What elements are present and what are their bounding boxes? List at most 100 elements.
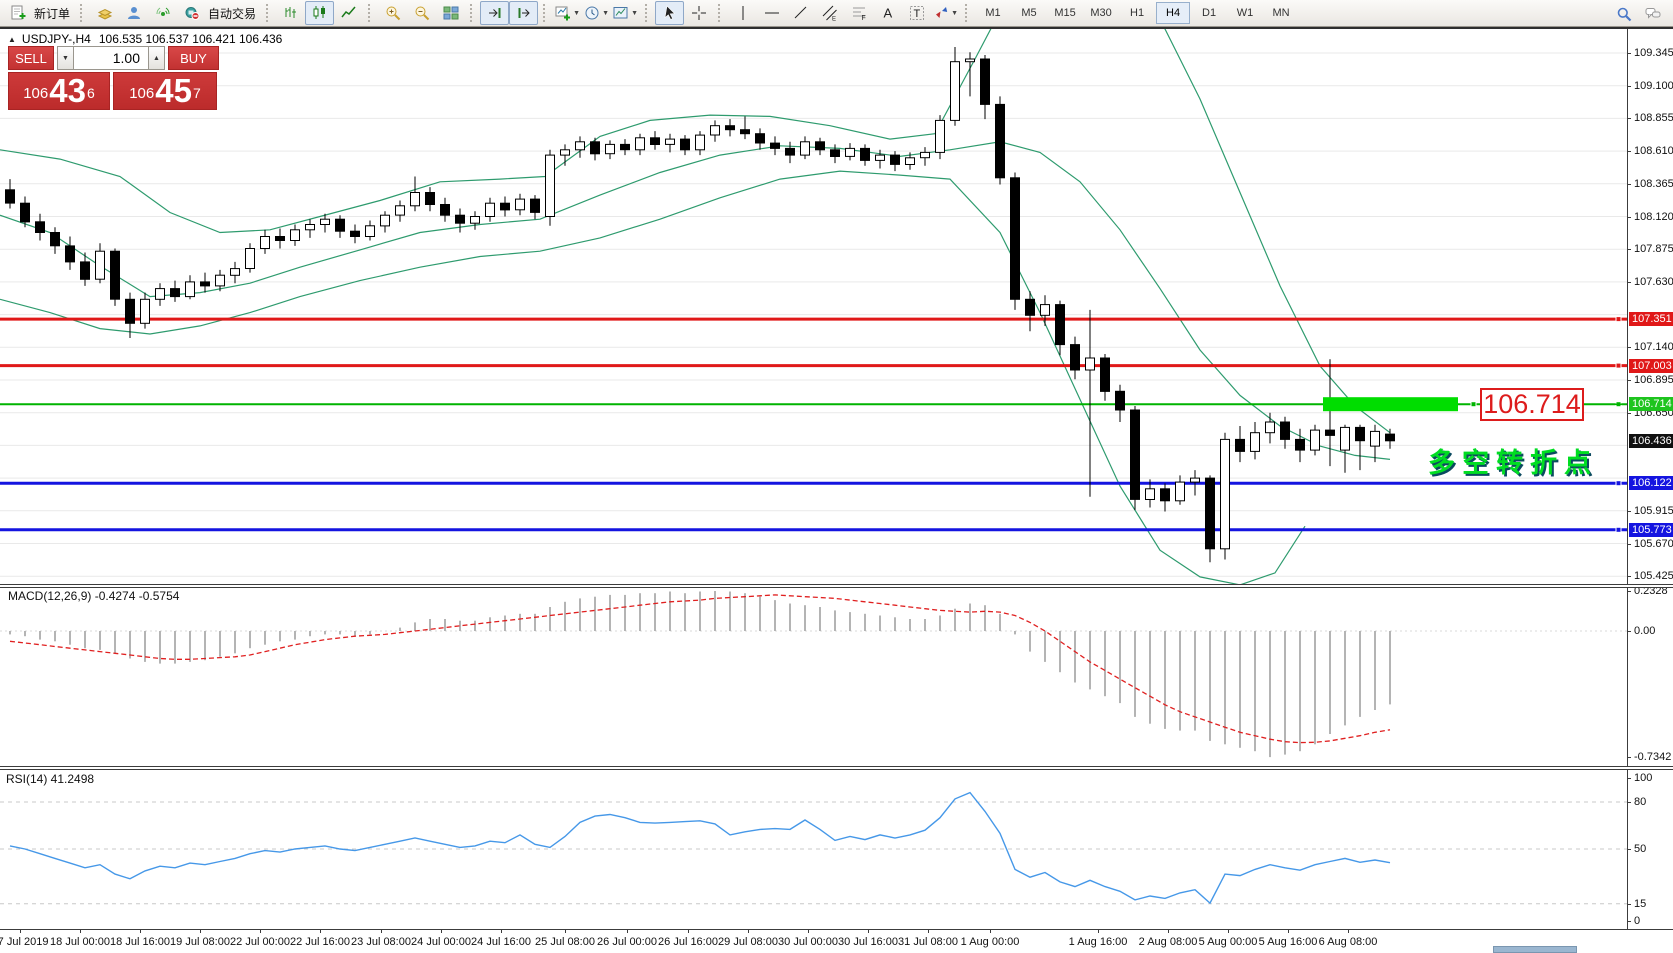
fibonacci-button[interactable]: F bbox=[844, 1, 873, 25]
toolbar-right-group bbox=[1609, 2, 1667, 26]
time-tick-mark bbox=[928, 930, 929, 933]
rsi-tick-label: 80 bbox=[1634, 795, 1647, 808]
zoom-in-button[interactable] bbox=[378, 1, 407, 25]
chat-button[interactable] bbox=[1638, 2, 1667, 26]
time-tick-mark bbox=[20, 930, 21, 933]
timeframe-d1[interactable]: D1 bbox=[1202, 7, 1217, 19]
price-tag: 106.714 bbox=[1629, 397, 1673, 411]
volume-increase-button[interactable]: ▲ bbox=[148, 46, 165, 70]
level-lines[interactable] bbox=[0, 316, 1627, 533]
volume-decrease-button[interactable]: ▼ bbox=[57, 46, 74, 70]
highlight-bar[interactable] bbox=[1323, 397, 1627, 412]
tick-mark bbox=[1628, 576, 1631, 578]
timeframe-m15[interactable]: M15 bbox=[1054, 7, 1076, 19]
rsi-tick-label: 0 bbox=[1634, 915, 1641, 927]
bar-chart-button[interactable] bbox=[276, 1, 305, 25]
auto-scroll-icon bbox=[488, 8, 501, 18]
auto-scroll-button[interactable] bbox=[480, 1, 510, 25]
time-axis-label: 17 Jul 2019 bbox=[0, 936, 49, 948]
timeframe-w1[interactable]: W1 bbox=[1236, 7, 1254, 19]
price-tick-label: 108.610 bbox=[1634, 145, 1673, 158]
turning-point-annotation[interactable]: 多空转折点 bbox=[1428, 448, 1598, 478]
text-button[interactable]: A bbox=[873, 1, 902, 25]
time-tick-mark bbox=[140, 930, 141, 933]
sell-price-button[interactable]: 106 43 6 bbox=[8, 72, 110, 110]
new-order-button-label[interactable]: 新订单 bbox=[34, 6, 71, 21]
buy-price-button[interactable]: 106 45 7 bbox=[113, 72, 217, 110]
sell-button[interactable]: SELL bbox=[8, 46, 54, 70]
price-tick-label: 107.630 bbox=[1634, 275, 1673, 288]
market-depth-button[interactable] bbox=[90, 1, 119, 25]
new-chart-button[interactable]: ▼ bbox=[553, 1, 582, 25]
macd-pane-separator[interactable] bbox=[0, 584, 1673, 588]
vertical-line-button[interactable] bbox=[728, 1, 757, 25]
sell-price-pip: 6 bbox=[86, 85, 95, 101]
time-axis-label: 24 Jul 16:00 bbox=[471, 936, 531, 948]
auto-trading-button-label[interactable]: 自动交易 bbox=[208, 6, 257, 21]
timeframe-m30[interactable]: M30 bbox=[1090, 7, 1112, 19]
toolbar-separator bbox=[368, 4, 373, 22]
rsi-pane-separator[interactable] bbox=[0, 766, 1673, 770]
channel-button[interactable]: E bbox=[815, 1, 844, 25]
tick-mark bbox=[1628, 412, 1631, 414]
shapes-button[interactable]: ▼ bbox=[931, 1, 960, 25]
timeframe-mn[interactable]: MN bbox=[1272, 7, 1290, 19]
toolbar-separator bbox=[718, 4, 723, 22]
tick-mark bbox=[1628, 216, 1631, 218]
timeframe-m1[interactable]: M1 bbox=[985, 7, 1001, 19]
community-button[interactable] bbox=[119, 1, 148, 25]
chart-shift-button[interactable] bbox=[509, 1, 539, 25]
timeframe-h1[interactable]: H1 bbox=[1130, 7, 1145, 19]
line-chart-button[interactable] bbox=[334, 1, 363, 25]
buy-price-prefix: 106 bbox=[129, 85, 155, 102]
time-tick-mark bbox=[868, 930, 869, 933]
time-axis-label: 2 Aug 08:00 bbox=[1138, 936, 1198, 948]
period-icon bbox=[585, 6, 599, 20]
svg-text:A: A bbox=[883, 6, 892, 21]
price-tick-label: 109.100 bbox=[1634, 79, 1673, 92]
text-label-button[interactable]: T bbox=[902, 1, 931, 25]
tick-mark bbox=[1628, 921, 1631, 922]
candlesticks bbox=[5, 47, 1395, 563]
trendline-button[interactable] bbox=[786, 1, 815, 25]
time-axis-label: 22 Jul 16:00 bbox=[290, 936, 350, 948]
volume-input[interactable] bbox=[74, 46, 148, 70]
cursor-button[interactable] bbox=[655, 1, 685, 25]
collapse-icon[interactable]: ▲ bbox=[8, 34, 16, 44]
buy-price-big: 45 bbox=[155, 72, 192, 109]
svg-text:F: F bbox=[861, 15, 865, 21]
price-tick-label: 106.895 bbox=[1634, 374, 1673, 386]
crosshair-button[interactable] bbox=[684, 1, 713, 25]
timeframe-m5[interactable]: M5 bbox=[1021, 7, 1037, 19]
time-axis-label: 29 Jul 08:00 bbox=[718, 936, 778, 948]
new-order-button[interactable] bbox=[3, 1, 32, 25]
rsi-tick-label: 100 bbox=[1634, 772, 1653, 784]
auto-trading-button[interactable] bbox=[177, 1, 206, 25]
tick-mark bbox=[1628, 281, 1631, 283]
rsi-tick-label: 50 bbox=[1634, 843, 1647, 855]
buy-button[interactable]: BUY bbox=[168, 46, 219, 70]
periods-button[interactable]: ▼ bbox=[582, 1, 611, 25]
zoom-out-button[interactable] bbox=[407, 1, 436, 25]
toolbar-separator bbox=[645, 4, 650, 22]
macd-signal-line bbox=[9, 594, 1391, 744]
toolbar-separator bbox=[266, 4, 271, 22]
horizontal-scrollbar-thumb[interactable] bbox=[1493, 946, 1577, 953]
chart-canvas[interactable] bbox=[0, 0, 1627, 953]
time-tick-mark bbox=[748, 930, 749, 933]
timeframe-h4[interactable]: H4 bbox=[1156, 2, 1191, 24]
chevron-down-icon: ▼ bbox=[951, 9, 958, 17]
buy-price-pip: 7 bbox=[192, 85, 201, 101]
price-annotation-box[interactable]: 106.714 bbox=[1480, 388, 1584, 421]
tile-windows-button[interactable] bbox=[436, 1, 465, 25]
horizontal-line-button[interactable] bbox=[757, 1, 786, 25]
time-tick-mark bbox=[808, 930, 809, 933]
search-button[interactable] bbox=[1609, 2, 1638, 26]
candlestick-chart-button[interactable] bbox=[305, 1, 335, 25]
rsi-indicator-label: RSI(14) 41.2498 bbox=[6, 772, 95, 786]
price-tick-label: 105.425 bbox=[1634, 570, 1673, 583]
price-grid bbox=[0, 52, 1627, 577]
templates-button[interactable]: ▼ bbox=[611, 1, 640, 25]
signals-button[interactable] bbox=[148, 1, 177, 25]
